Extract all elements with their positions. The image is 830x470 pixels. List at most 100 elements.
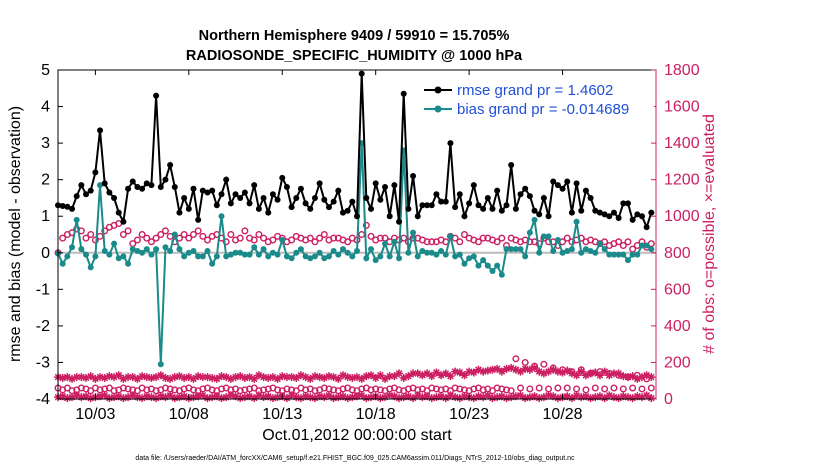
obs-evaluated-point	[423, 369, 432, 378]
obs-possible-point	[591, 384, 599, 392]
obs-evaluated-point	[586, 369, 595, 378]
obs-possible-point	[260, 386, 268, 394]
obs-possible-point	[0, 241, 3, 247]
plot-area	[0, 69, 657, 403]
obs-evaluated-point	[493, 364, 502, 373]
obs-possible-point	[101, 227, 109, 235]
series-4	[0, 355, 655, 395]
obs-evaluated-point	[208, 393, 217, 402]
data-point	[428, 202, 435, 209]
data-point	[545, 213, 552, 220]
data-point	[97, 127, 104, 134]
obs-evaluated-point	[245, 392, 254, 401]
data-point	[568, 209, 575, 216]
obs-evaluated-point	[226, 374, 235, 383]
data-point	[64, 253, 71, 260]
obs-evaluated-point	[310, 394, 319, 403]
data-point	[391, 182, 398, 189]
data-point	[143, 246, 150, 253]
obs-evaluated-point	[152, 373, 161, 382]
series-3	[54, 363, 656, 383]
obs-possible-point	[199, 232, 207, 240]
obs-evaluated-point	[600, 367, 609, 376]
obs-evaluated-point	[124, 393, 133, 402]
obs-possible-point	[535, 384, 543, 392]
obs-possible-point	[82, 234, 90, 242]
data-point	[531, 207, 538, 214]
obs-possible-point	[246, 385, 254, 393]
data-point	[368, 205, 375, 212]
data-point	[587, 247, 594, 254]
data-point	[288, 255, 295, 262]
obs-possible-point	[208, 386, 216, 394]
data-point	[559, 185, 566, 192]
y-tick-label: 5	[41, 62, 50, 79]
obs-evaluated-point	[231, 373, 240, 382]
data-point	[377, 253, 384, 260]
obs-possible-point	[0, 380, 3, 386]
data-point	[0, 208, 3, 214]
data-point	[330, 198, 337, 205]
y-tick-label: -1	[36, 281, 50, 298]
data-point	[433, 191, 440, 198]
legend-rmse-marker	[434, 86, 442, 94]
data-point	[456, 191, 463, 198]
obs-evaluated-point	[268, 394, 277, 403]
data-point	[0, 257, 3, 263]
obs-possible-point	[624, 238, 632, 246]
obs-possible-point	[274, 386, 282, 394]
obs-evaluated-point	[432, 393, 441, 402]
data-point	[405, 205, 412, 212]
data-point	[251, 244, 258, 251]
data-point	[204, 189, 211, 196]
obs-possible-point	[479, 386, 487, 394]
data-point	[0, 239, 3, 245]
obs-possible-point	[0, 239, 3, 245]
obs-evaluated-point	[240, 393, 249, 402]
obs-evaluated-point	[511, 392, 520, 401]
data-point	[97, 182, 104, 189]
obs-evaluated-point	[100, 391, 109, 400]
legend-bias-marker	[434, 105, 442, 113]
data-point	[232, 191, 239, 198]
obs-evaluated-point	[563, 366, 572, 375]
obs-possible-point	[236, 387, 244, 395]
obs-evaluated-point	[642, 391, 651, 400]
obs-possible-point	[236, 234, 244, 242]
data-point	[354, 247, 360, 254]
data-point	[419, 202, 426, 209]
data-point	[115, 209, 122, 216]
obs-evaluated-point	[198, 373, 207, 382]
obs-evaluated-point	[563, 392, 572, 401]
data-point	[237, 194, 244, 201]
data-point	[484, 262, 491, 269]
obs-possible-point	[605, 369, 613, 377]
obs-evaluated-point	[390, 372, 399, 381]
data-point	[204, 247, 211, 254]
data-point	[610, 251, 617, 258]
obs-evaluated-point	[170, 373, 179, 382]
obs-evaluated-point	[133, 393, 142, 402]
y2-tick-label: 1600	[664, 99, 700, 116]
obs-evaluated-point	[404, 392, 413, 401]
obs-possible-point	[456, 385, 464, 393]
data-point	[522, 185, 529, 192]
data-point	[181, 194, 188, 201]
obs-evaluated-point	[226, 391, 235, 400]
obs-possible-point	[87, 230, 95, 238]
data-point	[344, 249, 351, 256]
data-point	[643, 242, 650, 249]
data-point	[260, 246, 267, 253]
obs-evaluated-point	[268, 373, 277, 382]
obs-evaluated-point	[231, 392, 240, 401]
obs-evaluated-point	[217, 394, 226, 403]
obs-evaluated-point	[572, 391, 581, 400]
obs-evaluated-point	[530, 363, 539, 372]
obs-evaluated-point	[320, 393, 329, 402]
data-point	[494, 187, 501, 194]
obs-possible-point	[255, 230, 263, 238]
data-point	[0, 226, 3, 232]
obs-evaluated-point	[628, 394, 637, 403]
obs-possible-point	[77, 384, 85, 392]
data-point	[195, 216, 202, 223]
